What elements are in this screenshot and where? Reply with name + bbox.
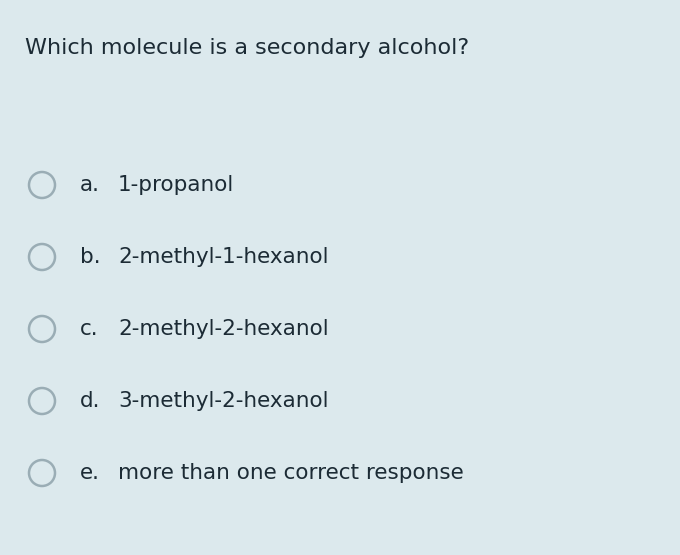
Text: 3-methyl-2-hexanol: 3-methyl-2-hexanol <box>118 391 328 411</box>
Text: 1-propanol: 1-propanol <box>118 175 234 195</box>
Text: a.: a. <box>80 175 100 195</box>
Text: more than one correct response: more than one correct response <box>118 463 464 483</box>
Text: e.: e. <box>80 463 100 483</box>
Text: d.: d. <box>80 391 101 411</box>
Text: c.: c. <box>80 319 99 339</box>
Text: 2-methyl-2-hexanol: 2-methyl-2-hexanol <box>118 319 328 339</box>
Text: Which molecule is a secondary alcohol?: Which molecule is a secondary alcohol? <box>25 38 469 58</box>
Text: b.: b. <box>80 247 101 267</box>
Text: 2-methyl-1-hexanol: 2-methyl-1-hexanol <box>118 247 328 267</box>
